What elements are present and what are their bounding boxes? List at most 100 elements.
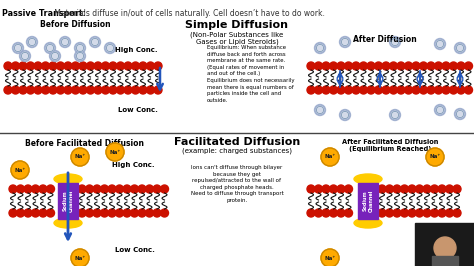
Text: Sodium
Channel: Sodium Channel: [363, 190, 374, 212]
Circle shape: [49, 62, 57, 70]
Text: Na⁺: Na⁺: [109, 149, 120, 155]
Circle shape: [456, 110, 464, 118]
Circle shape: [317, 44, 324, 52]
Circle shape: [382, 86, 390, 94]
Text: Low Conc.: Low Conc.: [118, 107, 158, 113]
Circle shape: [457, 86, 465, 94]
Circle shape: [438, 185, 446, 193]
Circle shape: [117, 86, 125, 94]
Circle shape: [385, 209, 393, 217]
Circle shape: [12, 43, 24, 53]
Text: (Non-Polar Substances like
Gases or Lipid Steroids): (Non-Polar Substances like Gases or Lipi…: [191, 31, 283, 45]
Circle shape: [453, 209, 461, 217]
Circle shape: [393, 209, 401, 217]
Circle shape: [42, 62, 49, 70]
Circle shape: [49, 86, 57, 94]
Circle shape: [39, 209, 47, 217]
Text: Na⁺: Na⁺: [429, 256, 441, 260]
Ellipse shape: [354, 174, 382, 184]
Text: Na⁺: Na⁺: [74, 256, 86, 260]
Circle shape: [359, 86, 367, 94]
Circle shape: [352, 62, 360, 70]
Circle shape: [138, 185, 146, 193]
Circle shape: [337, 86, 345, 94]
Circle shape: [378, 209, 386, 217]
Circle shape: [374, 86, 383, 94]
Circle shape: [446, 185, 454, 193]
Circle shape: [11, 62, 19, 70]
Circle shape: [17, 209, 25, 217]
Circle shape: [93, 209, 101, 217]
Circle shape: [315, 86, 322, 94]
Circle shape: [442, 86, 450, 94]
Circle shape: [437, 106, 444, 114]
Circle shape: [329, 62, 337, 70]
Bar: [358, 183, 378, 219]
Circle shape: [19, 51, 30, 61]
Circle shape: [19, 62, 27, 70]
Circle shape: [315, 185, 322, 193]
Circle shape: [435, 86, 443, 94]
Circle shape: [390, 62, 398, 70]
Circle shape: [426, 249, 444, 266]
Circle shape: [34, 62, 42, 70]
Circle shape: [307, 185, 315, 193]
Circle shape: [307, 62, 315, 70]
Circle shape: [124, 86, 132, 94]
Circle shape: [146, 62, 155, 70]
Circle shape: [453, 185, 461, 193]
Circle shape: [104, 43, 116, 53]
Circle shape: [446, 209, 454, 217]
Text: Ions can't diffuse through bilayer
because they get
repulsed/attracted to the wa: Ions can't diffuse through bilayer becau…: [191, 165, 283, 203]
Circle shape: [79, 86, 87, 94]
Circle shape: [124, 62, 132, 70]
Circle shape: [4, 86, 12, 94]
Circle shape: [139, 62, 147, 70]
Circle shape: [457, 62, 465, 70]
Circle shape: [85, 185, 93, 193]
Circle shape: [322, 62, 330, 70]
Circle shape: [60, 36, 71, 48]
Text: High Conc.: High Conc.: [112, 162, 155, 168]
Circle shape: [321, 148, 339, 166]
Circle shape: [435, 62, 443, 70]
Circle shape: [123, 209, 131, 217]
Circle shape: [139, 86, 147, 94]
Bar: [415, 223, 474, 266]
Text: Passive Transport:: Passive Transport:: [2, 9, 86, 18]
Circle shape: [108, 185, 116, 193]
Circle shape: [90, 36, 100, 48]
Circle shape: [78, 185, 86, 193]
Circle shape: [416, 185, 423, 193]
Text: Before Diffusion: Before Diffusion: [40, 20, 110, 29]
Circle shape: [28, 38, 36, 45]
Circle shape: [397, 62, 405, 70]
Circle shape: [116, 209, 124, 217]
Circle shape: [419, 62, 428, 70]
Circle shape: [430, 185, 438, 193]
Circle shape: [153, 185, 161, 193]
Bar: [58, 183, 78, 219]
Text: Low Conc.: Low Conc.: [115, 247, 155, 253]
Circle shape: [106, 143, 124, 161]
Circle shape: [130, 209, 138, 217]
Circle shape: [161, 185, 168, 193]
Circle shape: [401, 185, 409, 193]
Circle shape: [78, 209, 86, 217]
Circle shape: [131, 86, 139, 94]
Circle shape: [435, 105, 446, 115]
Circle shape: [9, 185, 17, 193]
Circle shape: [46, 209, 55, 217]
Circle shape: [85, 209, 93, 217]
Circle shape: [465, 86, 473, 94]
Text: Na⁺: Na⁺: [14, 168, 26, 172]
Circle shape: [322, 86, 330, 94]
Circle shape: [341, 111, 348, 119]
Text: Equilibrium: When substance
diffuse back and forth across
membrane at the same r: Equilibrium: When substance diffuse back…: [207, 45, 294, 103]
Circle shape: [315, 209, 322, 217]
Circle shape: [382, 62, 390, 70]
Circle shape: [412, 86, 420, 94]
Ellipse shape: [54, 218, 82, 228]
Circle shape: [56, 86, 64, 94]
Circle shape: [423, 185, 431, 193]
